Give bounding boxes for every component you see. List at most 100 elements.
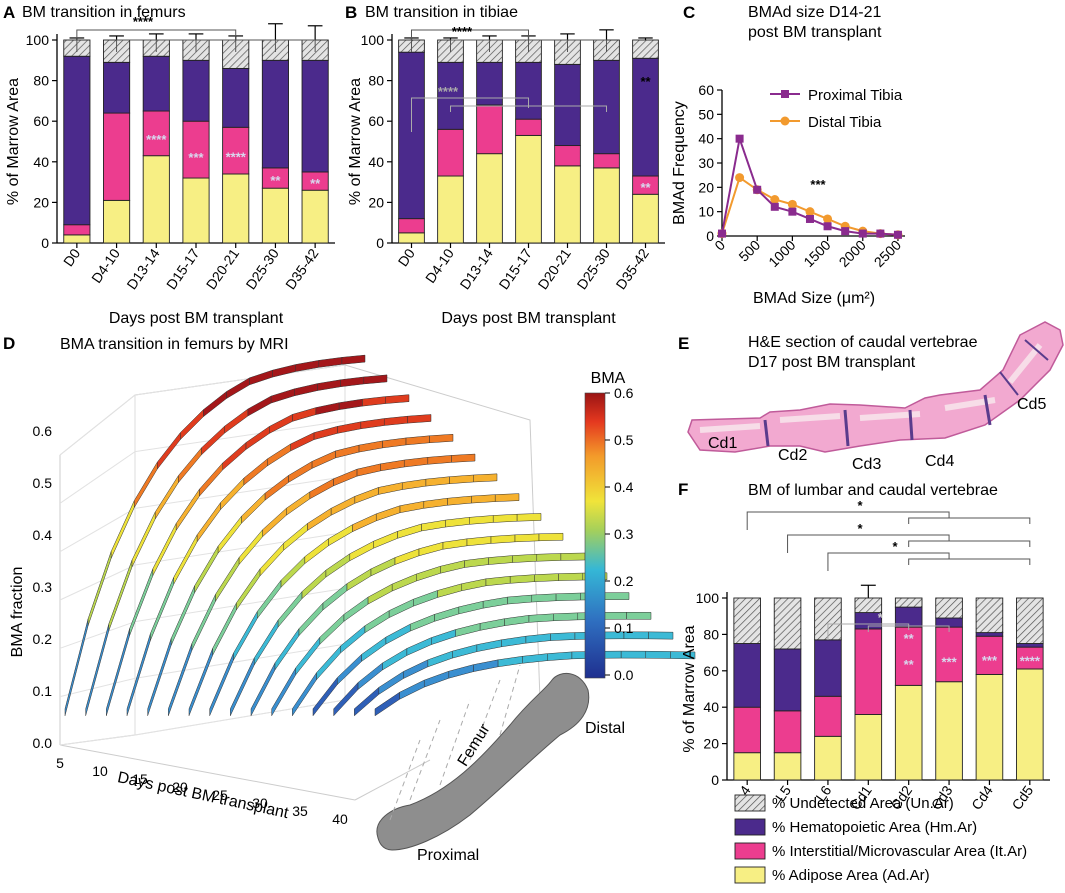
bar-segment-interstitial — [222, 126, 250, 175]
bar-segment-interstitial — [773, 710, 802, 754]
surface-patch — [335, 444, 360, 459]
significance-bracket — [827, 552, 950, 571]
surface-patch — [188, 648, 213, 716]
surface-patch — [445, 517, 470, 528]
surface-patch — [304, 538, 329, 565]
surface-patch — [286, 491, 311, 516]
surface-patch — [367, 583, 393, 605]
surface-patch — [516, 513, 542, 522]
surface-patch — [553, 612, 579, 622]
surface-patch — [226, 377, 250, 399]
data-point-proximal_tibia — [805, 214, 814, 223]
bar-segment-adipose — [975, 673, 1004, 781]
bracket-significance: **** — [133, 14, 154, 29]
grid-line — [59, 677, 136, 698]
femur-label-distal: Distal — [585, 720, 625, 737]
surface-patch — [437, 583, 463, 598]
surface-patch — [473, 659, 499, 672]
chart-significance: *** — [810, 177, 826, 192]
colorbar-tick-label: 0.5 — [614, 432, 634, 448]
bar-segment-hematopoietic — [63, 55, 91, 226]
surface-patch — [490, 534, 516, 544]
significance-bracket — [76, 29, 237, 52]
grid-line — [59, 394, 136, 456]
grid-line — [59, 507, 136, 553]
z-tick-label: 0.6 — [33, 423, 53, 439]
panel-e-letter: E — [678, 334, 689, 353]
surface-patch — [406, 637, 432, 656]
data-point-distal_tibia — [770, 195, 780, 204]
bar-segment-interstitial — [437, 128, 464, 177]
z-tick-label: 0.4 — [33, 527, 53, 543]
surface-patch — [423, 497, 448, 509]
panel-b-letter: B — [345, 3, 357, 22]
panel-f-title: BM of lumbar and caudal vertebrae — [748, 482, 998, 499]
panel-e-title-line2: D17 post BM transplant — [748, 354, 916, 371]
surface-patch — [534, 573, 559, 582]
bar-segment-interstitial — [554, 145, 581, 167]
y-axis-title: % of Marrow Area — [5, 78, 22, 205]
surface-patch — [485, 576, 511, 587]
surface-patch — [249, 369, 273, 386]
bar-segment-interstitial — [733, 706, 761, 754]
surface-patch — [512, 553, 538, 563]
surface-patch — [382, 648, 408, 671]
surface-patch — [497, 655, 523, 668]
surface-patch — [178, 447, 202, 484]
z-tick-label: 0.0 — [33, 735, 53, 751]
surface-patch — [405, 435, 430, 446]
surface-patch — [203, 390, 227, 418]
x-tick-label: D0 — [60, 245, 83, 269]
surface-patch — [403, 659, 429, 679]
x-tick-label: 2000 — [836, 237, 869, 270]
panel-e-title-line1: H&E section of caudal vertebrae — [748, 334, 978, 351]
significance-bracket-group — [908, 558, 1031, 565]
surface-patch — [363, 374, 388, 385]
surface-patch — [429, 433, 454, 444]
y-tick-label: 80 — [368, 73, 384, 89]
legend-label-interstitial: % Interstitial/Microvascular Area (It.Ar… — [772, 843, 1027, 860]
colorbar-tick-label: 0.2 — [614, 573, 634, 589]
surface-patch — [448, 664, 474, 679]
surface-patch — [280, 556, 306, 588]
y-tick-label: 10 — [698, 204, 714, 220]
surface-patch — [243, 458, 268, 486]
bar-segment-hematopoietic — [301, 59, 329, 173]
surface-patch — [352, 513, 377, 533]
bracket-significance: * — [892, 539, 898, 554]
surface-patch — [360, 418, 385, 430]
surface-patch — [250, 662, 276, 716]
data-point-proximal_tibia — [841, 227, 850, 236]
x-tick-label: D0 — [395, 245, 418, 269]
surface-patch — [601, 612, 627, 620]
surface-patch — [507, 594, 533, 605]
surface-patch — [201, 425, 225, 456]
y-tick-label: 50 — [698, 106, 714, 122]
surface-patch — [328, 524, 353, 547]
vertebra-label-cd3: Cd3 — [852, 456, 881, 473]
panel-f-letter: F — [678, 480, 688, 499]
x-tick-label: D20-21 — [535, 245, 575, 292]
surface-patch — [108, 559, 133, 631]
y-tick-label: 60 — [33, 113, 49, 129]
legend: % Undetected Area (Un.Ar) % Hematopoietic… — [734, 794, 1027, 884]
x-tick-label: 20 — [172, 779, 188, 795]
surface-patch — [394, 548, 420, 565]
surface-patch — [224, 408, 249, 434]
bar-segment-hematopoietic — [142, 55, 170, 112]
surface-patch — [382, 437, 407, 449]
surface-patch — [288, 460, 313, 483]
surface-patch — [126, 633, 151, 716]
legend-label-adipose: % Adipose Area (Ad.Ar) — [772, 867, 930, 884]
x-tick-label: D15-17 — [496, 245, 536, 292]
bracket-significance: * — [857, 498, 863, 513]
data-point-proximal_tibia — [770, 202, 779, 211]
surface-patch — [357, 662, 383, 690]
panel-c: C BMAd size D14-21 post BM transplant 0 1… — [671, 3, 905, 307]
surface-patch — [330, 495, 356, 516]
surface-patch — [413, 590, 438, 607]
surface-patch — [380, 459, 405, 472]
bar-significance: ** — [640, 180, 651, 195]
surface-patch — [349, 540, 374, 562]
